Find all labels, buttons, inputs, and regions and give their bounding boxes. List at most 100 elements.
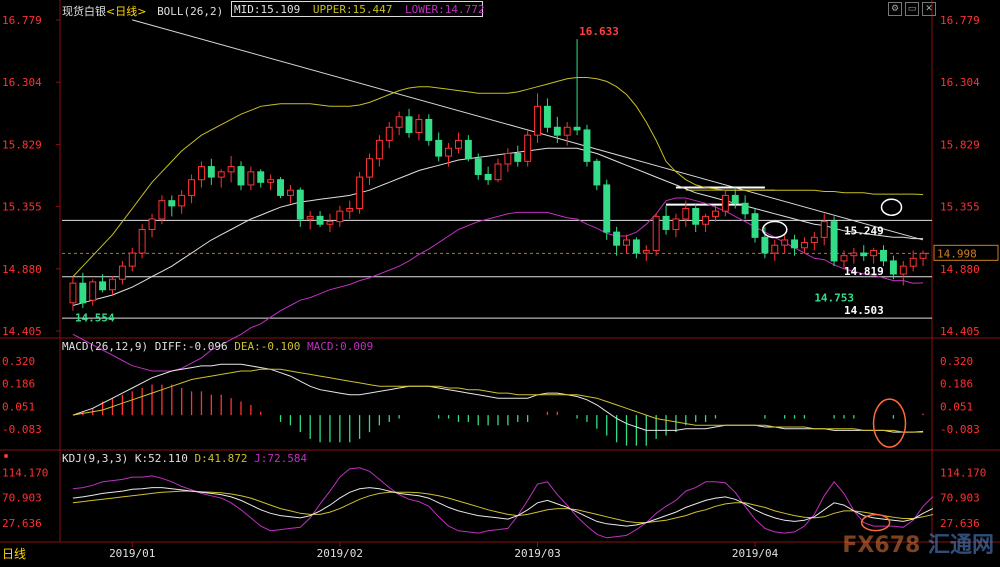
- price-tick-label-right: 15.829: [940, 138, 980, 151]
- candle-body: [771, 244, 779, 254]
- candle-body: [277, 179, 284, 196]
- candle-body: [109, 278, 116, 291]
- price-tick-label-right: 15.355: [940, 201, 980, 214]
- candle-body: [830, 221, 838, 262]
- candle-body: [632, 239, 640, 254]
- candle-body: [889, 260, 897, 275]
- candle-body: [464, 139, 472, 160]
- kdj-k-value: K:52.110: [134, 452, 188, 465]
- candle-body: [405, 116, 413, 134]
- price-tick-label-right: 16.779: [940, 14, 980, 27]
- price-tick-label-left: 16.779: [2, 14, 42, 27]
- macd-diff-value: DIFF:-0.096: [154, 340, 228, 353]
- restore-icon[interactable]: ▭: [905, 2, 919, 16]
- period-tab-daily[interactable]: 日线: [2, 547, 27, 561]
- last-price-tag: [933, 244, 999, 261]
- candle-body: [880, 249, 887, 262]
- candle-body: [69, 282, 77, 304]
- candle-body: [543, 105, 551, 128]
- date-tick-label: 2019/01: [109, 547, 155, 560]
- price-annotation-1: 14.554: [75, 311, 115, 324]
- last-price-label: 14.998: [937, 247, 977, 260]
- candle-body: [702, 215, 710, 225]
- candle-body: [207, 166, 215, 178]
- candle-body: [257, 171, 265, 183]
- candle-body: [286, 189, 294, 196]
- candle-body: [623, 239, 630, 246]
- candle-body: [573, 126, 581, 131]
- price-annotation-2: 15.249: [844, 224, 884, 237]
- price-tick-label-right: 16.304: [940, 76, 980, 89]
- date-tick-label: 2019/02: [317, 547, 363, 560]
- kdj-marker-dot: [4, 454, 8, 458]
- candle-body: [158, 200, 166, 220]
- candle-body: [435, 139, 443, 157]
- candle-body: [810, 236, 818, 244]
- candle-body: [514, 152, 522, 162]
- price-tick-label-right: 14.405: [940, 325, 980, 338]
- price-tick-label-left: 16.304: [2, 76, 42, 89]
- candle-body: [800, 242, 808, 249]
- kdj-header: KDJ(9,3,3) K:52.110 D:41.872 J:72.584: [62, 452, 307, 465]
- kdj-k-line: [72, 487, 934, 527]
- candle-body: [840, 255, 848, 262]
- kdj-j-line: [72, 467, 934, 539]
- candle-body: [741, 202, 749, 215]
- candle-body: [454, 139, 462, 149]
- period-label: <日线>: [106, 5, 147, 18]
- candle-body: [899, 265, 907, 275]
- watermark-site: 汇通网: [927, 533, 994, 558]
- macd-dea-value: DEA:-0.100: [234, 340, 301, 353]
- macd-diff-line: [72, 363, 924, 433]
- candle-body: [761, 236, 769, 254]
- macd-dea-line: [72, 368, 924, 433]
- candle-body: [247, 171, 255, 186]
- boll-indicator: BOLL(26,2): [157, 5, 224, 18]
- candle-body: [593, 160, 601, 186]
- candle-body: [603, 184, 611, 233]
- candle-body: [385, 126, 393, 141]
- candle-body: [731, 194, 739, 204]
- candle-body: [128, 252, 136, 267]
- candle-body: [356, 176, 364, 210]
- settings-icon[interactable]: ⚙: [888, 2, 902, 16]
- candle-body: [395, 116, 403, 128]
- macd-header: MACD(26,12,9) DIFF:-0.096 DEA:-0.100 MAC…: [62, 340, 373, 353]
- candle-body: [237, 166, 245, 186]
- candle-body: [178, 194, 186, 207]
- candle-body: [494, 163, 502, 181]
- candle-body: [415, 118, 423, 134]
- macd-hist-value: MACD:0.009: [307, 340, 374, 353]
- candle-body: [652, 215, 660, 251]
- price-tick-label-right: 14.880: [940, 263, 980, 276]
- candle-body: [919, 252, 927, 259]
- candle-body: [346, 208, 354, 212]
- candle-body: [781, 239, 789, 246]
- annotation-circle-orange: [872, 398, 907, 448]
- candle-body: [326, 221, 334, 225]
- close-icon[interactable]: ✕: [922, 2, 936, 16]
- candle-body: [662, 215, 670, 230]
- candle-body: [563, 126, 571, 136]
- candle-body: [583, 129, 591, 162]
- candle-body: [504, 152, 512, 165]
- price-tick-label-left: 15.355: [2, 201, 42, 214]
- kdj-tick-label-right: 70.903: [940, 492, 980, 505]
- kdj-d-value: D:41.872: [194, 452, 248, 465]
- candle-body: [820, 221, 828, 238]
- annotation-circle-white: [880, 198, 903, 216]
- macd-tick-label-left: 0.051: [2, 400, 35, 413]
- kdj-tick-label-right: 27.636: [940, 517, 980, 530]
- annotation-circle-white: [762, 220, 788, 239]
- watermark: FX678 汇通网: [842, 527, 994, 559]
- boll-lower-value: LOWER:14.772: [404, 3, 485, 16]
- macd-tick-label-right: 0.051: [940, 400, 973, 413]
- candle-body: [692, 208, 700, 225]
- price-header: 现货白银<日线> BOLL(26,2): [62, 3, 223, 19]
- candle-body: [524, 134, 532, 162]
- kdj-tick-label-left: 114.170: [2, 466, 48, 479]
- candle-body: [227, 166, 235, 173]
- candle-body: [484, 173, 492, 181]
- candle-body: [336, 210, 344, 223]
